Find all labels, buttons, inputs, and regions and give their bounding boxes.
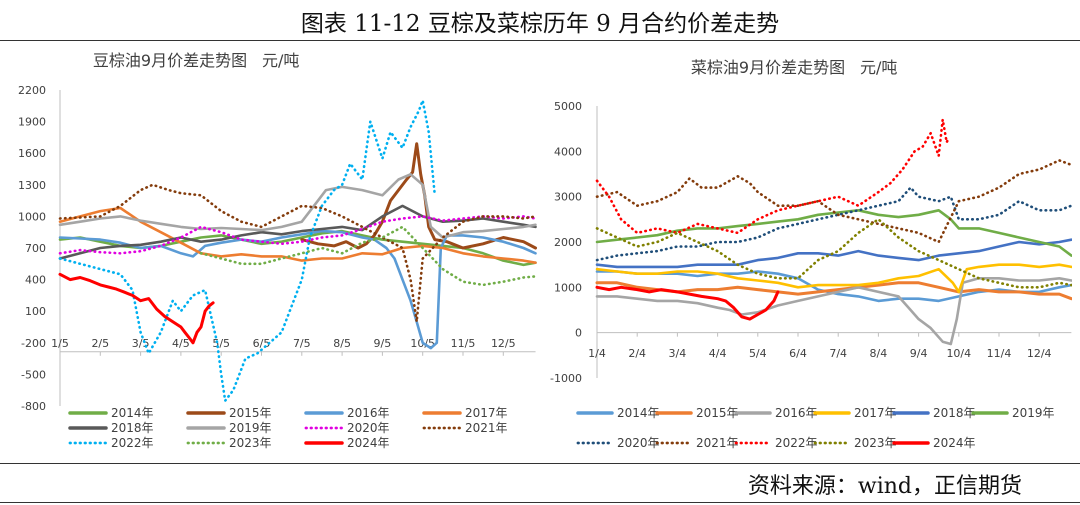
x-tick-label: 3/4 xyxy=(669,347,687,360)
x-tick-label: 5/4 xyxy=(749,347,767,360)
y-tick-label: 2200 xyxy=(18,84,46,97)
x-tick-label: 11/4 xyxy=(987,347,1012,360)
series-line xyxy=(58,183,537,324)
rapeseed-palm-spread-chart: 菜棕油9月价差走势图 元/吨 -1000 0 1000 2000 3000 4000 5000 1… xyxy=(550,58,1072,450)
y-tick-label: 1300 xyxy=(18,179,46,192)
footer: 资料来源：wind，正信期货 xyxy=(0,463,1080,503)
chart-title: 豆棕油9月价差走势图 xyxy=(93,51,247,70)
y-tick-label: 2000 xyxy=(554,236,582,249)
legend-label: 2022年 xyxy=(111,436,154,450)
x-tick-label: 8/4 xyxy=(870,347,888,360)
legend-label: 2023年 xyxy=(854,436,897,450)
x-tick-label: 2/5 xyxy=(91,337,109,350)
legend-label: 2015年 xyxy=(696,406,739,420)
chart-title: 菜棕油9月价差走势图 xyxy=(691,58,845,77)
legend-label: 2015年 xyxy=(229,406,272,420)
series-line xyxy=(595,118,951,235)
x-tick-label: 9/4 xyxy=(910,347,928,360)
series-line xyxy=(595,270,1072,303)
legend-label: 2017年 xyxy=(465,406,508,420)
source-note: 资料来源：wind，正信期货 xyxy=(747,474,1022,499)
legend-label: 2017年 xyxy=(854,406,897,420)
legend-label: 2018年 xyxy=(933,406,976,420)
x-tick-label: 6/4 xyxy=(789,347,807,360)
legend-label: 2022年 xyxy=(775,436,818,450)
legend-label: 2019年 xyxy=(1012,406,1055,420)
series-line xyxy=(595,209,1072,257)
legend-label: 2014年 xyxy=(617,406,660,420)
legend-label: 2024年 xyxy=(933,436,976,450)
series-line xyxy=(595,263,1072,294)
series-line xyxy=(595,238,1072,269)
x-tick-label: 4/4 xyxy=(709,347,727,360)
y-tick-label: 1000 xyxy=(18,210,46,223)
legend-label: 2020年 xyxy=(617,436,660,450)
legend-label: 2021年 xyxy=(465,421,508,435)
x-tick-label: 5/5 xyxy=(212,337,230,350)
legend-label: 2021年 xyxy=(696,436,739,450)
x-tick-label: 11/5 xyxy=(451,337,476,350)
y-tick-label: 1000 xyxy=(554,281,582,294)
y-tick-label: 700 xyxy=(25,242,46,255)
y-tick-label: -200 xyxy=(21,337,46,350)
x-tick-label: 12/4 xyxy=(1027,347,1052,360)
y-tick-label: 400 xyxy=(25,274,46,287)
legend-label: 2016年 xyxy=(775,406,818,420)
x-tick-label: 7/4 xyxy=(829,347,847,360)
header: 图表 11-12 豆棕及菜棕历年 9 月合约价差走势 xyxy=(0,0,1080,41)
soy-palm-spread-chart: 豆棕油9月价差走势图 元/吨 -800 -500 -200 100 400 700 1000 13… xyxy=(18,51,537,450)
y-tick-label: 1600 xyxy=(18,147,46,160)
y-tick-label: 0 xyxy=(575,327,582,340)
y-tick-label: 4000 xyxy=(554,145,582,158)
y-tick-label: 3000 xyxy=(554,191,582,204)
x-tick-label: 1/4 xyxy=(588,347,606,360)
series-line xyxy=(58,173,537,239)
x-tick-label: 12/5 xyxy=(491,337,516,350)
x-tick-label: 9/5 xyxy=(374,337,392,350)
series-line xyxy=(595,186,1072,262)
y-tick-label: -800 xyxy=(21,400,46,413)
legend-label: 2023年 xyxy=(229,436,272,450)
series-line xyxy=(58,272,215,345)
series-line xyxy=(595,159,1072,244)
legend-label: 2019年 xyxy=(229,421,272,435)
x-tick-label: 4/5 xyxy=(172,337,190,350)
y-tick-label: 5000 xyxy=(554,100,582,113)
series-line xyxy=(595,285,780,321)
legend-label: 2018年 xyxy=(111,421,154,435)
series-line xyxy=(58,99,437,403)
series-line xyxy=(595,277,1072,346)
x-tick-label: 10/4 xyxy=(946,347,971,360)
x-tick-label: 3/5 xyxy=(132,337,150,350)
figure-title: 图表 11-12 豆棕及菜棕历年 9 月合约价差走势 xyxy=(300,11,780,37)
chart-unit: 元/吨 xyxy=(262,51,299,70)
series-line xyxy=(595,218,1072,289)
series-line xyxy=(58,215,537,255)
series-line xyxy=(58,229,537,350)
legend-label: 2024年 xyxy=(347,436,390,450)
chart-unit: 元/吨 xyxy=(860,58,897,77)
x-tick-label: 7/5 xyxy=(293,337,311,350)
legend-label: 2014年 xyxy=(111,406,154,420)
legend-label: 2020年 xyxy=(347,421,390,435)
x-tick-label: 1/5 xyxy=(51,337,69,350)
x-tick-label: 2/4 xyxy=(628,347,646,360)
y-tick-label: 100 xyxy=(25,305,46,318)
y-tick-label: 1900 xyxy=(18,116,46,129)
y-tick-label: -500 xyxy=(21,368,46,381)
y-tick-label: -1000 xyxy=(550,372,582,385)
x-tick-label: 8/5 xyxy=(333,337,351,350)
legend-label: 2016年 xyxy=(347,406,390,420)
